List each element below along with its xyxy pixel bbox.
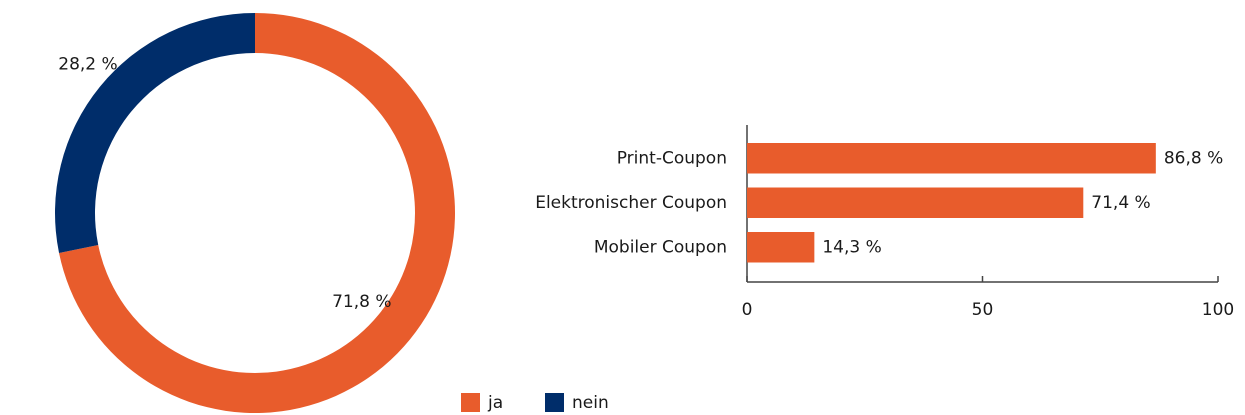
data-label: 28,2 % [58,54,117,74]
bar [747,143,1156,174]
x-tick-label: 50 [972,300,994,320]
donut-segment [55,13,255,253]
x-tick-label: 100 [1202,300,1234,320]
legend-swatch [545,393,564,412]
bar [747,232,815,263]
bar [747,187,1084,218]
legend-label: nein [572,393,609,413]
y-tick-label: Mobiler Coupon [594,237,727,257]
y-tick-label: Elektronischer Coupon [535,193,727,213]
data-label: 86,8 % [1164,148,1223,168]
x-tick-label: 0 [742,300,753,320]
data-label: 71,8 % [332,292,391,312]
legend-swatch [461,393,480,412]
data-label: 14,3 % [822,237,881,257]
y-tick-label: Print-Coupon [617,148,727,168]
data-label: 71,4 % [1091,193,1150,213]
legend-label: ja [487,393,503,413]
